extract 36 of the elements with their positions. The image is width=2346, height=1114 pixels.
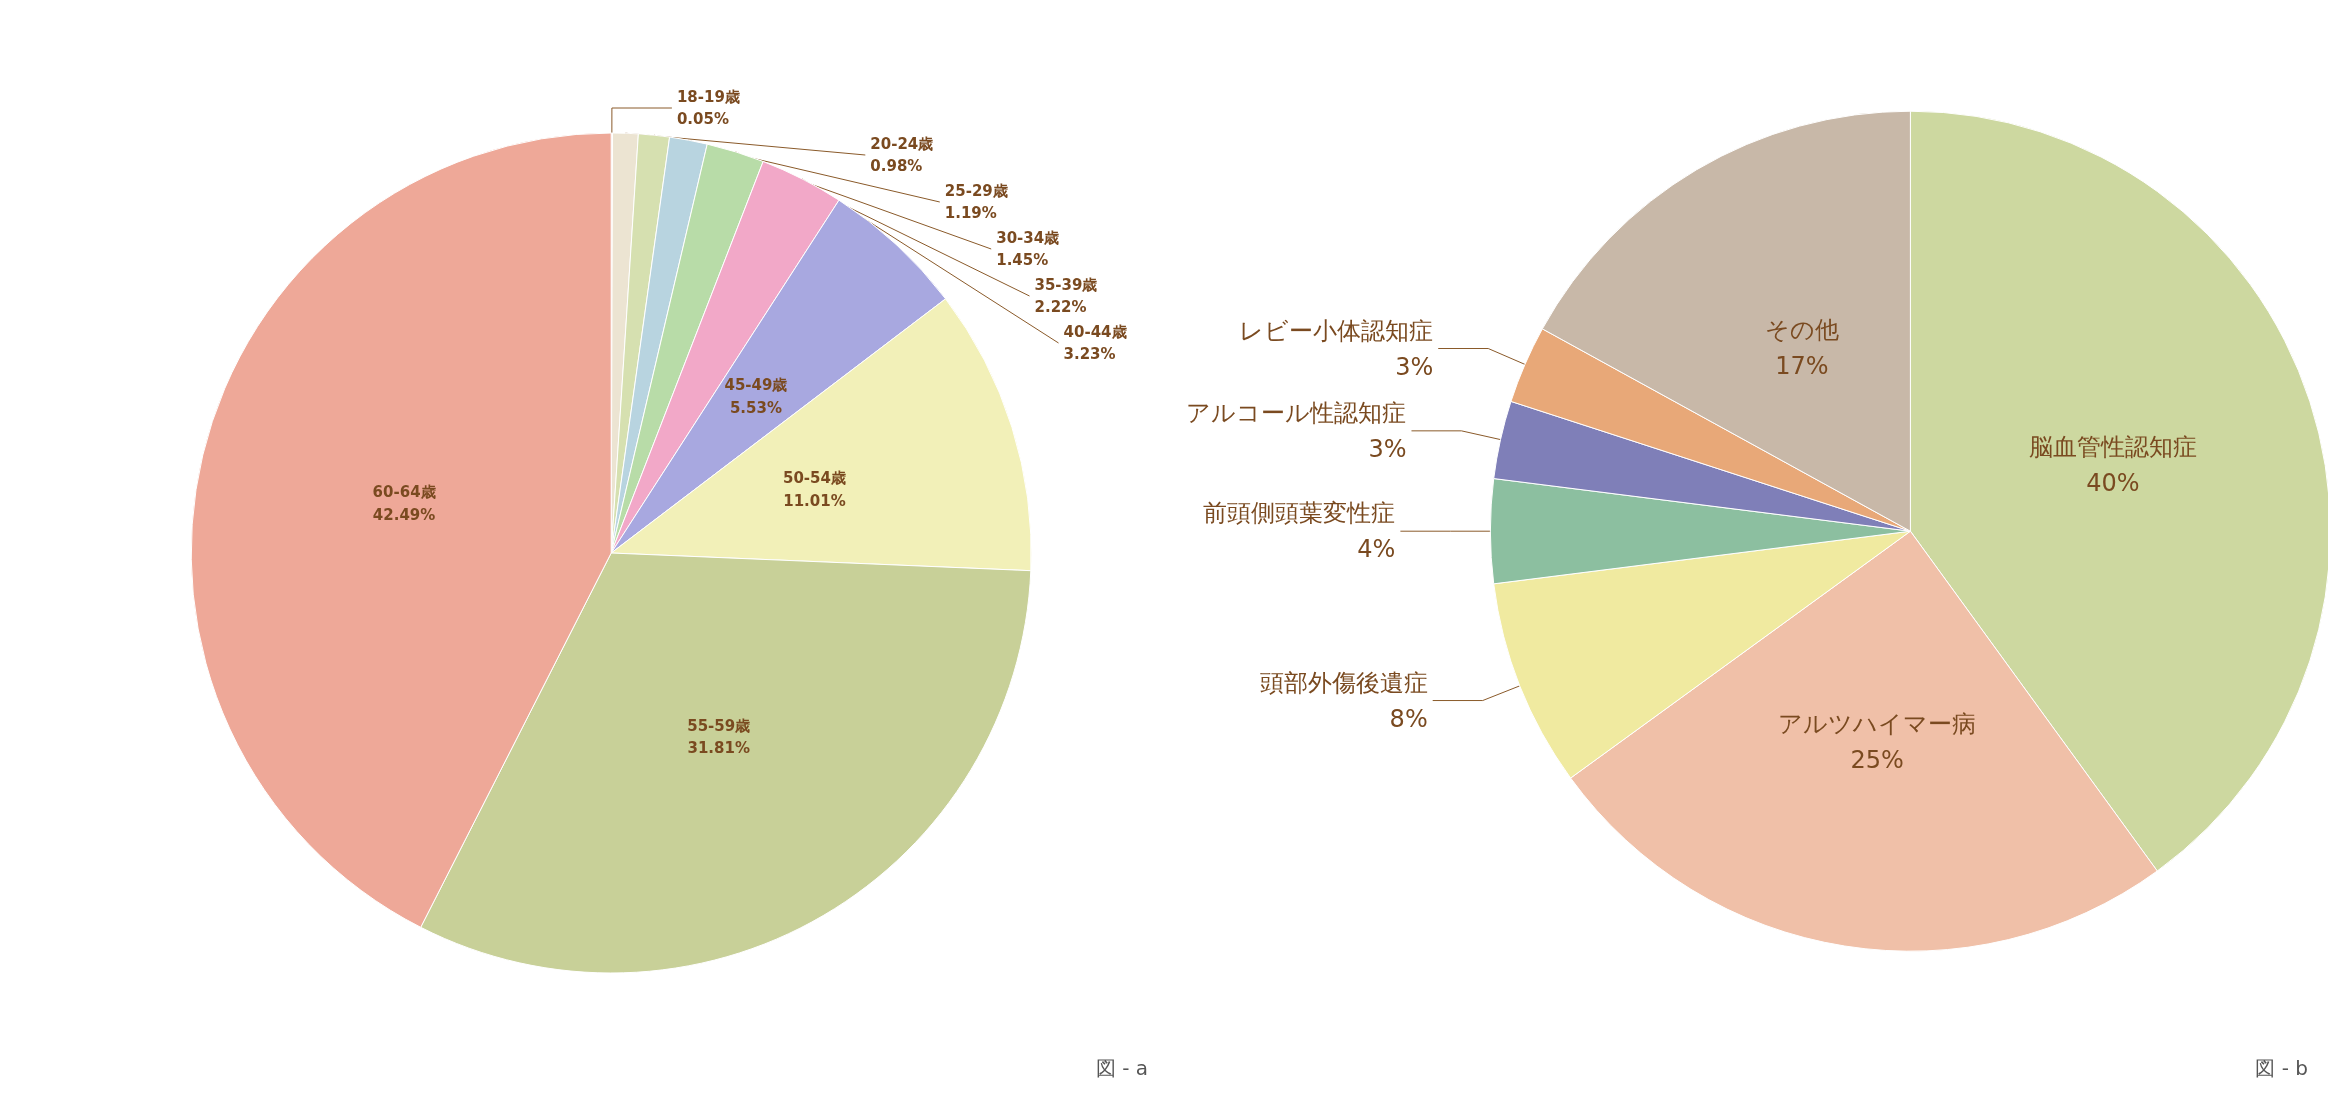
slice-label: 20-24歳 (870, 134, 934, 153)
data-label: 25% (1850, 745, 1904, 774)
data-label: 0.98% (870, 157, 923, 176)
slice-label: 脳血管性認知症 (2028, 433, 2197, 462)
slice-label: 35-39歳 (1034, 275, 1098, 294)
slice-label: その他 (1764, 315, 1839, 344)
slice-label: 頭部外傷後遺症 (1259, 668, 1428, 697)
slice-label: アルツハイマー病 (1778, 709, 1977, 738)
data-label: 1.19% (944, 204, 997, 223)
slice-label: レビー小体認知症 (1239, 316, 1434, 345)
data-label: 42.49% (372, 505, 436, 524)
data-label: 8% (1389, 704, 1428, 733)
data-label: 2.22% (1034, 298, 1087, 317)
data-label: 4% (1357, 535, 1396, 564)
data-label: 11.01% (783, 491, 846, 510)
slice-label: 50-54歳 (782, 469, 846, 488)
slice-label: 前頭側頭葉変性症 (1203, 499, 1396, 528)
data-label: 3% (1395, 352, 1434, 381)
slice-label: 30-34歳 (996, 228, 1060, 247)
data-label: 0.05% (676, 110, 729, 129)
slice-label: 45-49歳 (724, 376, 788, 395)
data-label: 3% (1368, 434, 1407, 463)
data-label: 1.45% (996, 251, 1049, 270)
data-label: 17% (1775, 351, 1829, 380)
text: 図 - b (2255, 1056, 2309, 1080)
data-label: 40% (2086, 469, 2140, 498)
text: 図 - a (1095, 1056, 1148, 1080)
data-label: 5.53% (729, 398, 782, 417)
data-label: 31.81% (687, 739, 750, 758)
slice-label: 40-44歳 (1063, 322, 1127, 341)
slice-label: 25-29歳 (944, 181, 1008, 200)
slice-label: アルコール性認知症 (1186, 398, 1407, 427)
slice-label: 55-59歳 (687, 716, 751, 735)
slice-label: 60-64歳 (372, 483, 436, 502)
slice-label: 18-19歳 (676, 87, 740, 106)
data-label: 3.23% (1063, 345, 1116, 364)
